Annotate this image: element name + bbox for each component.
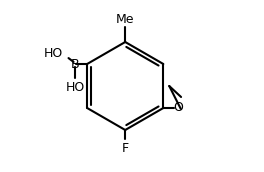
Text: HO: HO	[66, 81, 85, 94]
Text: O: O	[173, 101, 183, 115]
Text: HO: HO	[44, 47, 63, 60]
Text: Me: Me	[116, 13, 134, 26]
Text: B: B	[71, 57, 79, 71]
Text: F: F	[122, 142, 129, 155]
